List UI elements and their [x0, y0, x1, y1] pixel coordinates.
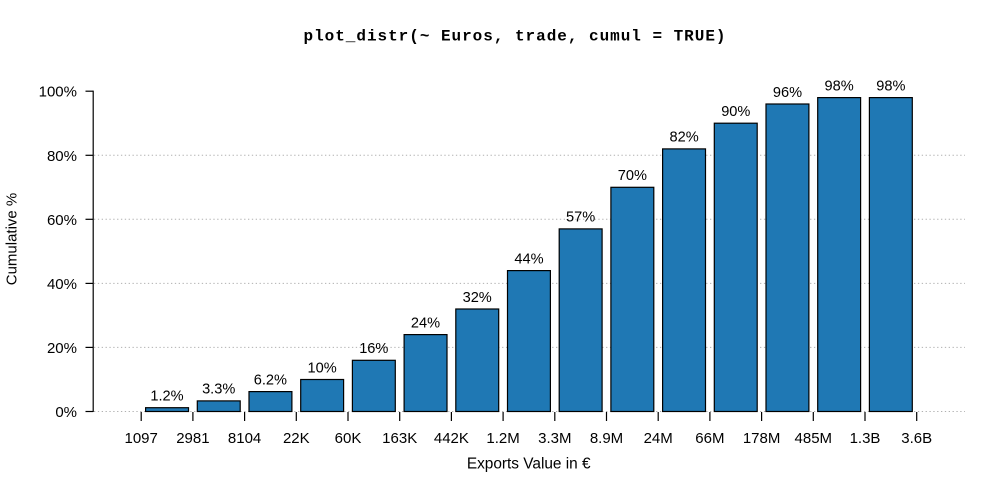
- svg-text:32%: 32%: [463, 290, 492, 306]
- svg-text:1097: 1097: [125, 430, 158, 447]
- svg-text:90%: 90%: [721, 104, 750, 120]
- svg-text:82%: 82%: [669, 130, 698, 146]
- svg-text:100%: 100%: [39, 84, 77, 101]
- svg-text:Cumulative %: Cumulative %: [4, 193, 21, 286]
- svg-text:3.3%: 3.3%: [202, 382, 235, 398]
- svg-text:57%: 57%: [566, 210, 595, 226]
- svg-text:plot_distr(~ Euros, trade, cum: plot_distr(~ Euros, trade, cumul = TRUE): [304, 28, 726, 46]
- svg-text:163K: 163K: [382, 430, 417, 447]
- svg-text:44%: 44%: [514, 251, 543, 267]
- svg-text:20%: 20%: [47, 340, 77, 357]
- svg-text:Exports Value in €: Exports Value in €: [467, 455, 591, 472]
- svg-text:80%: 80%: [47, 148, 77, 165]
- svg-text:24%: 24%: [411, 315, 440, 331]
- svg-text:22K: 22K: [283, 430, 310, 447]
- svg-text:485M: 485M: [795, 430, 833, 447]
- svg-text:6.2%: 6.2%: [254, 372, 287, 388]
- svg-text:98%: 98%: [876, 78, 905, 94]
- svg-text:8104: 8104: [228, 430, 261, 447]
- svg-text:442K: 442K: [434, 430, 469, 447]
- svg-text:10%: 10%: [307, 360, 336, 376]
- svg-text:60K: 60K: [335, 430, 362, 447]
- svg-text:96%: 96%: [773, 85, 802, 101]
- svg-text:16%: 16%: [359, 341, 388, 357]
- svg-text:8.9M: 8.9M: [590, 430, 623, 447]
- svg-text:1.2M: 1.2M: [486, 430, 519, 447]
- svg-text:40%: 40%: [47, 276, 77, 293]
- svg-text:2981: 2981: [176, 430, 209, 447]
- svg-text:0%: 0%: [55, 404, 77, 421]
- svg-text:178M: 178M: [743, 430, 781, 447]
- svg-text:1.2%: 1.2%: [150, 389, 183, 405]
- svg-text:70%: 70%: [618, 168, 647, 184]
- svg-text:66M: 66M: [695, 430, 724, 447]
- svg-text:3.6B: 3.6B: [901, 430, 932, 447]
- svg-text:1.3B: 1.3B: [850, 430, 881, 447]
- svg-text:98%: 98%: [824, 78, 853, 94]
- svg-text:24M: 24M: [644, 430, 673, 447]
- svg-text:3.3M: 3.3M: [538, 430, 571, 447]
- svg-text:60%: 60%: [47, 212, 77, 229]
